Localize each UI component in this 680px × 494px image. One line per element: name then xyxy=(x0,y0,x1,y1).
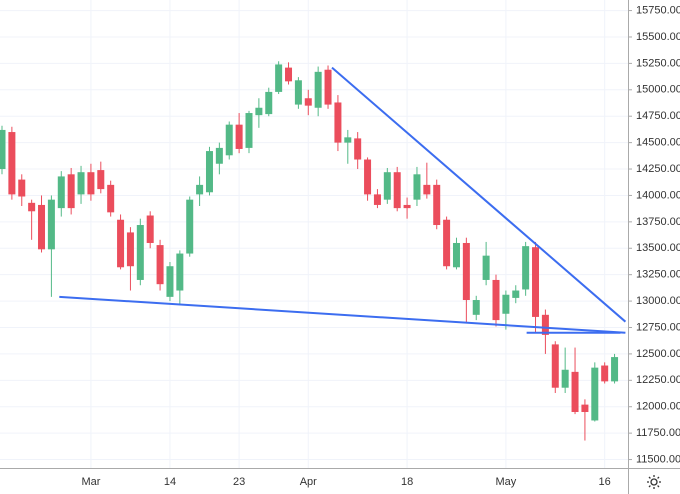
candle-body xyxy=(47,199,55,250)
candle-body xyxy=(561,369,569,388)
candle-body xyxy=(166,266,174,297)
y-tick-label: 12500.00 xyxy=(636,348,680,360)
candle-body xyxy=(413,174,421,200)
x-tick-label: Apr xyxy=(300,476,317,488)
candle-body xyxy=(354,138,362,160)
y-tick-label: 14750.00 xyxy=(636,110,680,122)
y-tick-label: 11750.00 xyxy=(636,427,680,439)
candle-body xyxy=(373,194,381,205)
y-tick-label: 12000.00 xyxy=(636,401,680,413)
y-tick-label: 15750.00 xyxy=(636,4,680,16)
trendline xyxy=(331,66,627,323)
y-tick-label: 13000.00 xyxy=(636,295,680,307)
x-tick-label: 18 xyxy=(401,476,413,488)
candle-body xyxy=(433,184,441,226)
candle-body xyxy=(383,172,391,200)
candle-body xyxy=(492,279,500,321)
candle-body xyxy=(87,172,95,195)
candle-body xyxy=(235,124,243,149)
candle-body xyxy=(215,147,223,164)
candle-body xyxy=(245,113,253,148)
candle-body xyxy=(393,172,401,209)
x-tick-label: May xyxy=(495,476,516,488)
candle-body xyxy=(423,184,431,195)
candle-body xyxy=(57,176,65,209)
candle-body xyxy=(8,132,16,195)
candle-body xyxy=(482,255,490,280)
candle-body xyxy=(522,246,530,290)
candle-body xyxy=(344,137,352,143)
candle-body xyxy=(176,253,184,291)
candle-body xyxy=(196,184,204,195)
y-tick-label: 12250.00 xyxy=(636,374,680,386)
axes: 11500.00 11750.00 12000.00 12250.00 12500.00… xyxy=(81,4,680,487)
candle-body xyxy=(285,67,293,82)
candle-body xyxy=(452,242,460,268)
candle-body xyxy=(541,314,549,335)
candle-body xyxy=(551,344,559,388)
candle-body xyxy=(28,202,36,212)
candle-body xyxy=(67,174,75,209)
y-tick-label: 11500.00 xyxy=(636,453,680,465)
candle-body xyxy=(275,64,283,92)
y-tick-label: 14500.00 xyxy=(636,137,680,149)
candle-body xyxy=(324,69,332,105)
x-tick-label: 14 xyxy=(164,476,176,488)
candle-body xyxy=(126,232,134,267)
candle-body xyxy=(117,219,125,268)
candle-body xyxy=(255,107,263,116)
candle-body xyxy=(472,300,480,315)
candle-body xyxy=(334,102,342,143)
x-tick-label: 16 xyxy=(599,476,611,488)
candle-body xyxy=(364,159,372,195)
plot-area xyxy=(0,61,627,441)
candle-body xyxy=(77,172,85,195)
candle-body xyxy=(502,294,510,314)
candle-body xyxy=(97,170,105,190)
candle-body xyxy=(571,371,579,413)
candle-body xyxy=(512,290,520,298)
trendline xyxy=(59,295,626,334)
candle-body xyxy=(611,357,619,382)
candle-body xyxy=(38,204,46,250)
y-tick-label: 14000.00 xyxy=(636,189,680,201)
y-tick-label: 15250.00 xyxy=(636,57,680,69)
candle-body xyxy=(0,129,6,170)
candle-body xyxy=(136,225,144,280)
candle-body xyxy=(304,98,312,106)
y-tick-label: 13250.00 xyxy=(636,269,680,281)
candle-body xyxy=(18,179,26,197)
candle-body xyxy=(443,219,451,267)
candle-body xyxy=(532,247,540,317)
y-tick-label: 15000.00 xyxy=(636,84,680,96)
y-tick-label: 15500.00 xyxy=(636,31,680,43)
settings-icon[interactable] xyxy=(647,475,661,489)
candle-body xyxy=(314,71,322,108)
candle-body xyxy=(403,204,411,209)
y-tick-label: 14250.00 xyxy=(636,163,680,175)
candle-body xyxy=(146,215,154,243)
candle-body xyxy=(601,365,609,382)
y-tick-label: 12750.00 xyxy=(636,321,680,333)
candle-body xyxy=(225,124,233,156)
y-tick-label: 13750.00 xyxy=(636,216,680,228)
candle-body xyxy=(581,404,589,413)
y-tick-label: 13500.00 xyxy=(636,242,680,254)
grid xyxy=(0,0,628,468)
candle-body xyxy=(205,151,213,193)
x-tick-label: 23 xyxy=(233,476,245,488)
candle-body xyxy=(156,245,164,285)
candle-body xyxy=(294,80,302,105)
candle-body xyxy=(107,184,115,213)
candle-body xyxy=(462,242,470,301)
candle-body xyxy=(186,199,194,254)
x-tick-label: Mar xyxy=(81,476,100,488)
candle-body xyxy=(265,91,273,115)
candle-body xyxy=(591,367,599,421)
